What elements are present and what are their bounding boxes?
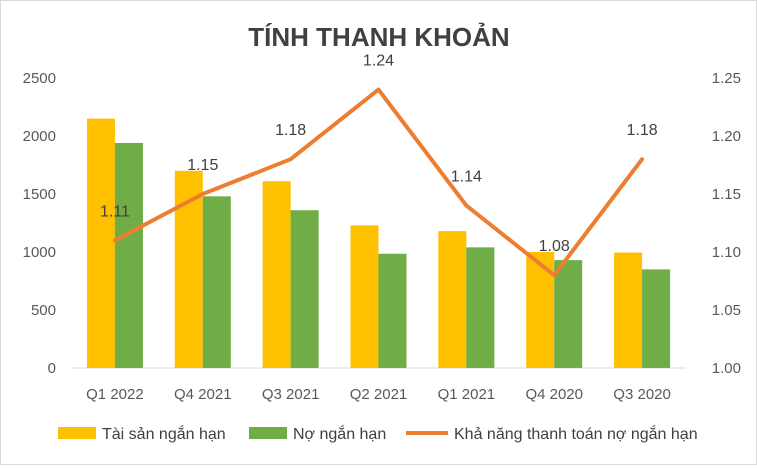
y-right-tick-label: 1.15 xyxy=(712,186,741,203)
y-left-tick-label: 500 xyxy=(31,302,56,319)
y-left-tick-label: 1000 xyxy=(23,244,56,261)
x-tick-label: Q4 2020 xyxy=(525,386,583,403)
bar-no-ngan-han xyxy=(554,260,583,368)
legend-swatch xyxy=(249,427,287,439)
bar-tai-san-ngan-han xyxy=(614,252,643,368)
bar-tai-san-ngan-han xyxy=(262,181,291,368)
x-tick-label: Q1 2021 xyxy=(438,386,496,403)
bar-tai-san-ngan-han xyxy=(438,231,467,368)
y-right-tick-label: 1.10 xyxy=(712,244,741,261)
line-data-label: 1.18 xyxy=(275,122,306,139)
y-right-tick-label: 1.25 xyxy=(712,70,741,87)
line-kha-nang-thanh-toan xyxy=(112,87,645,278)
legend: Tài sản ngắn hạn Nợ ngắn hạn Khả năng than… xyxy=(58,424,698,443)
bar-tai-san-ngan-han xyxy=(86,118,115,368)
bar-tai-san-ngan-han xyxy=(350,225,379,368)
x-tick-label: Q4 2021 xyxy=(174,386,232,403)
axes: 0 500 1000 1500 2000 2500 1.00 1.05 1.10 1.15 1.20… xyxy=(23,70,741,403)
bar-no-ngan-han xyxy=(378,253,407,368)
x-tick-label: Q3 2021 xyxy=(262,386,320,403)
legend-label: Tài sản ngắn hạn xyxy=(102,424,226,443)
bar-tai-san-ngan-han xyxy=(174,170,203,368)
bar-no-ngan-han xyxy=(202,196,231,368)
x-tick-label: Q1 2022 xyxy=(86,386,144,403)
line-series: 1.11 1.15 1.18 1.24 1.14 1.08 1.18 xyxy=(100,53,658,278)
y-left-tick-label: 1500 xyxy=(23,186,56,203)
line-data-label: 1.11 xyxy=(100,203,130,220)
bar-no-ngan-han xyxy=(642,269,671,368)
y-left-tick-label: 0 xyxy=(48,360,56,377)
legend-swatch xyxy=(58,427,96,439)
y-right-tick-label: 1.05 xyxy=(712,302,741,319)
bar-no-ngan-han xyxy=(466,247,495,368)
line-data-label: 1.15 xyxy=(187,157,218,174)
line-data-label: 1.08 xyxy=(539,238,570,255)
chart-title: TÍNH THANH KHOẢN xyxy=(248,22,509,52)
y-left-tick-label: 2500 xyxy=(23,70,56,87)
bar-no-ngan-han xyxy=(290,210,319,368)
bars xyxy=(86,118,671,368)
bar-no-ngan-han xyxy=(114,142,143,368)
y-left-tick-label: 2000 xyxy=(23,128,56,145)
legend-label: Khả năng thanh toán nợ ngắn hạn xyxy=(454,424,698,443)
x-tick-label: Q2 2021 xyxy=(350,386,408,403)
legend-label: Nợ ngắn hạn xyxy=(293,424,386,443)
line-data-label: 1.14 xyxy=(451,169,482,186)
x-tick-label: Q3 2020 xyxy=(613,386,671,403)
y-right-tick-label: 1.20 xyxy=(712,128,741,145)
line-data-label: 1.18 xyxy=(627,122,658,139)
y-right-tick-label: 1.00 xyxy=(712,360,741,377)
line-data-label: 1.24 xyxy=(363,53,394,70)
